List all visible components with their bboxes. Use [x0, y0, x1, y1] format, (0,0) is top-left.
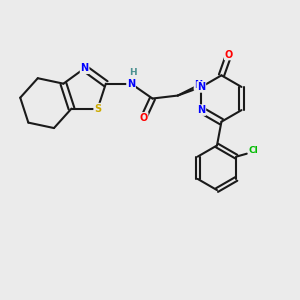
Text: Cl: Cl — [248, 146, 258, 155]
Text: N: N — [194, 80, 202, 90]
Text: N: N — [197, 82, 206, 92]
Text: O: O — [140, 113, 148, 123]
Text: N: N — [197, 105, 206, 115]
Text: N: N — [80, 63, 89, 73]
Text: O: O — [225, 50, 233, 59]
Text: H: H — [129, 68, 136, 77]
Text: N: N — [127, 79, 135, 89]
Text: S: S — [94, 103, 101, 114]
